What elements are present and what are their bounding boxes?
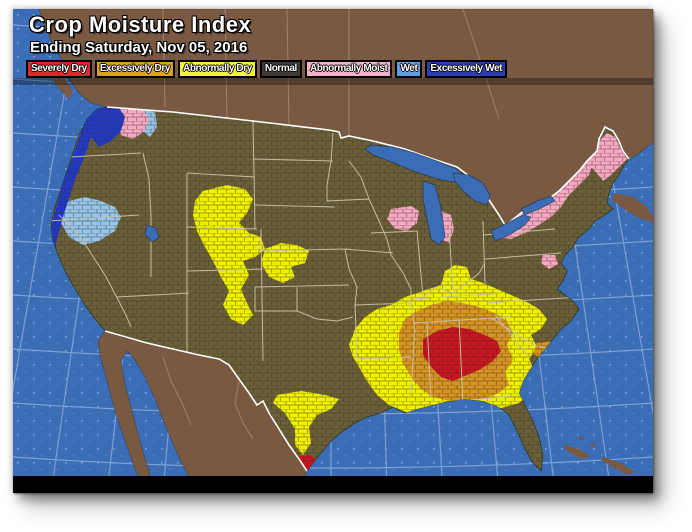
crop-moisture-map: Crop Moisture Index Ending Saturday, Nov… [13,9,653,493]
bottom-black-band [13,476,653,493]
great-salt-lake [144,224,160,243]
caribbean-islands [563,437,635,475]
state-borders [51,120,580,404]
nova-scotia [611,193,653,223]
us-mexico-border [104,330,308,472]
lake-ontario [520,195,556,216]
us-county-map-graphic [13,9,653,493]
lake-erie [490,214,532,242]
great-lakes [144,144,556,246]
lake-michigan [422,180,446,246]
lake-huron [452,172,491,206]
